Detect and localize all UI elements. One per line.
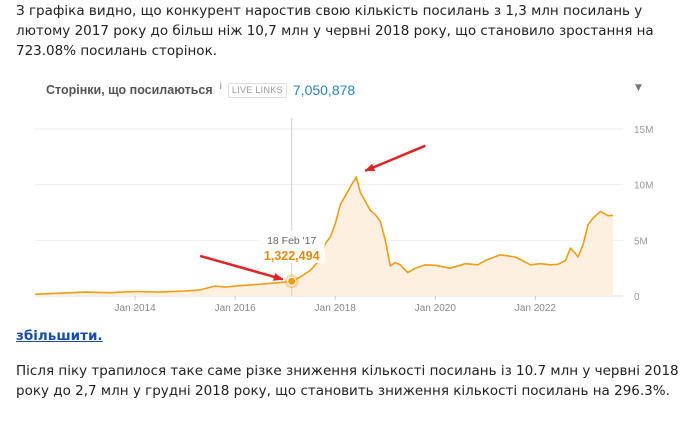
- tooltip-box: [258, 231, 325, 263]
- x-tick-label: Jan 2018: [315, 303, 357, 314]
- x-tick-label: Jan 2016: [215, 303, 257, 314]
- tooltip-date: 18 Feb '17: [267, 235, 316, 247]
- series-area: [35, 176, 613, 296]
- live-links-badge[interactable]: LIVE LINKS: [227, 82, 287, 98]
- intro-paragraph: З графіка видно, що конкурент наростив с…: [16, 3, 654, 59]
- outro-paragraph: Після піку трапилося таке саме різке зни…: [16, 363, 679, 399]
- series-line: [34, 176, 614, 296]
- y-tick-label: 10M: [634, 181, 653, 192]
- dropdown-arrow-icon[interactable]: ▼: [635, 83, 642, 93]
- zoom-link[interactable]: збільшити.: [16, 328, 103, 344]
- annotation-arrow: [364, 144, 426, 172]
- chart-header: Сторінки, що посилаються i LIVE LINKS 7,…: [46, 80, 356, 99]
- referring-pages-chart: 0 5M 10M 15M Jan 2014 Jan 2016 Jan 2018 Jan 202…: [30, 74, 660, 322]
- x-tick-label: Jan 2014: [115, 303, 157, 314]
- y-tick-label: 0: [634, 292, 640, 303]
- y-tick-label: 5M: [634, 236, 648, 247]
- annotation-arrow: [199, 254, 284, 281]
- x-tick-label: Jan 2022: [515, 303, 557, 314]
- chart-title: Сторінки, що посилаються: [46, 83, 213, 97]
- x-tick-label: Jan 2020: [415, 303, 457, 314]
- live-links-count: 7,050,878: [292, 82, 356, 98]
- y-tick-label: 15M: [634, 125, 653, 136]
- chart-canvas: 0 5M 10M 15M Jan 2014 Jan 2016 Jan 2018 Jan 202…: [34, 118, 653, 314]
- info-icon[interactable]: i: [219, 80, 222, 92]
- hover-point: [287, 276, 297, 286]
- tooltip-value: 1,322,494: [264, 249, 320, 263]
